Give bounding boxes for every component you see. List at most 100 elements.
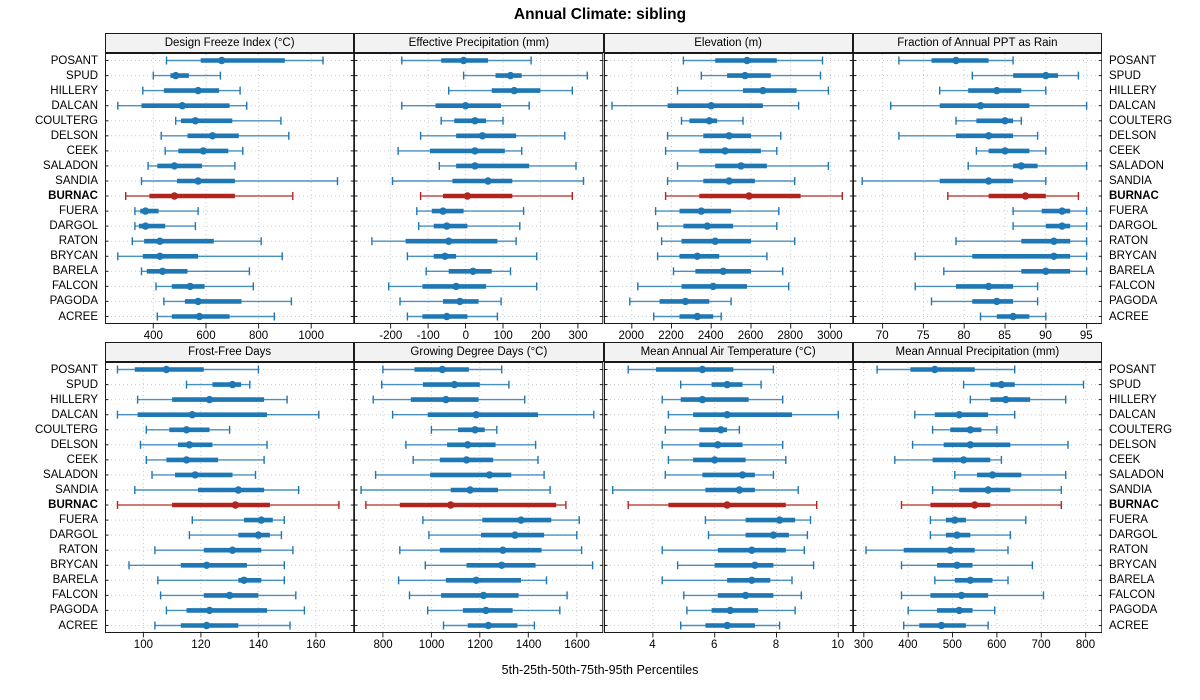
median-dot xyxy=(471,426,479,434)
panel-plot xyxy=(603,53,853,329)
percentile-row xyxy=(382,365,503,374)
percentile-row xyxy=(163,297,293,306)
median-dot xyxy=(170,162,179,170)
axis-tick-label: 1200 xyxy=(467,639,493,651)
median-dot xyxy=(194,297,202,306)
axis-tick-label: 1600 xyxy=(564,639,590,651)
median-dot xyxy=(710,456,718,464)
median-dot xyxy=(707,102,715,110)
percentile-row xyxy=(979,312,1047,321)
percentile-row xyxy=(152,71,222,80)
axis-tick-label: 2600 xyxy=(737,330,764,342)
median-dot xyxy=(462,102,470,110)
median-dot xyxy=(957,591,965,600)
station-label: DELSON xyxy=(50,438,98,451)
station-label: BURNAC xyxy=(48,499,98,511)
station-label: BARELA xyxy=(1109,265,1155,278)
station-label: BARELA xyxy=(1109,574,1155,587)
axis-tick-label: 500 xyxy=(942,639,962,651)
percentile-row xyxy=(676,561,814,570)
panel-plot xyxy=(105,53,355,329)
station-label: PAGODA xyxy=(1109,295,1158,308)
percentile-row xyxy=(155,282,255,291)
station-label: DARGOL xyxy=(1109,220,1158,233)
percentile-row xyxy=(656,222,778,231)
station-label: FUERA xyxy=(59,514,98,527)
station-label: BRYCAN xyxy=(50,559,98,572)
percentile-row xyxy=(165,606,306,615)
median-dot xyxy=(930,365,939,374)
station-label: BARELA xyxy=(52,574,98,587)
median-dot xyxy=(992,86,1001,95)
station-label: PAGODA xyxy=(49,295,98,308)
percentile-row xyxy=(1012,207,1088,216)
median-dot xyxy=(486,471,494,479)
percentile-row xyxy=(676,161,829,170)
station-label: COULTERG xyxy=(34,423,98,436)
percentile-row xyxy=(975,146,1047,155)
median-dot xyxy=(966,441,974,449)
percentile-row xyxy=(116,410,320,419)
axis-tick-label: 400 xyxy=(898,639,918,651)
percentile-row xyxy=(164,146,244,155)
station-label: FALCON xyxy=(51,280,98,293)
median-dot xyxy=(1049,252,1058,260)
station-label: COULTERG xyxy=(1109,114,1173,127)
station-label: SPUD xyxy=(1109,69,1141,82)
percentile-row xyxy=(656,252,768,261)
median-dot xyxy=(953,561,961,569)
percentile-row xyxy=(661,395,783,404)
station-label: CEEK xyxy=(66,453,98,466)
station-label: DALCAN xyxy=(1109,408,1156,421)
median-dot xyxy=(726,606,734,615)
median-dot xyxy=(741,591,749,600)
percentile-row xyxy=(165,56,324,65)
median-dot xyxy=(141,222,150,230)
percentile-row xyxy=(611,486,799,494)
percentile-row xyxy=(652,312,722,321)
percentile-row xyxy=(902,621,989,630)
axis-tick-label: 400 xyxy=(143,330,163,342)
axis-tick-label: 0 xyxy=(462,330,469,342)
axis-tick-label: 95 xyxy=(1079,330,1093,342)
panel-header: Frost-Free Days xyxy=(105,342,355,362)
panel-plot xyxy=(105,362,355,638)
panel-plot xyxy=(852,53,1102,329)
median-dot xyxy=(438,365,447,374)
median-dot xyxy=(1009,312,1017,321)
percentile-row xyxy=(955,116,1022,125)
percentile-row xyxy=(627,365,774,374)
median-dot xyxy=(228,546,237,554)
percentile-row xyxy=(134,486,300,494)
median-dot xyxy=(156,237,164,245)
percentile-row xyxy=(160,131,290,140)
percentile-row xyxy=(397,146,523,155)
percentile-row xyxy=(700,71,821,80)
percentile-row xyxy=(430,425,498,434)
percentile-row xyxy=(955,237,1088,246)
station-label: SPUD xyxy=(66,378,98,391)
percentile-row xyxy=(931,486,1062,494)
percentile-row xyxy=(416,207,525,216)
percentile-row xyxy=(664,146,778,155)
median-dot xyxy=(472,411,481,419)
axis-tick-label: 160 xyxy=(306,639,326,651)
median-dot xyxy=(141,207,150,215)
percentile-row xyxy=(371,237,518,246)
percentile-row xyxy=(420,192,574,200)
station-label: BRYCAN xyxy=(1109,250,1157,263)
percentile-row xyxy=(861,177,1047,185)
station-label: SANDIA xyxy=(55,484,98,496)
median-dot xyxy=(946,546,954,554)
station-label: BURNAC xyxy=(1109,190,1159,202)
median-dot xyxy=(182,456,191,464)
percentile-row xyxy=(188,531,283,540)
axis-tick-label: 10 xyxy=(831,639,845,651)
station-label: DELSON xyxy=(1109,129,1157,142)
axis-tick-label: 600 xyxy=(196,330,216,342)
percentile-row xyxy=(440,116,504,125)
percentile-row xyxy=(929,516,1027,525)
percentile-row xyxy=(627,501,817,509)
station-label: BARELA xyxy=(52,265,98,278)
station-label: FALCON xyxy=(1109,589,1156,602)
